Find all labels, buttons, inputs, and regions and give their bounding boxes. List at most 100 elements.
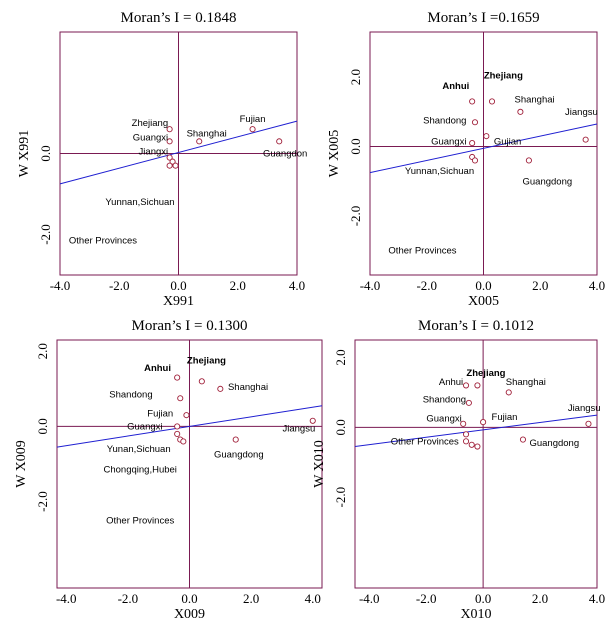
y-tick-label: 2.0	[35, 343, 50, 359]
province-label: Zhejiang	[466, 368, 505, 379]
data-point	[471, 119, 479, 126]
regression-line	[56, 405, 323, 448]
data-point	[180, 438, 187, 445]
province-label: Guangdong	[523, 176, 573, 187]
province-label: Fujian	[492, 412, 518, 423]
province-label: Guangdong	[529, 438, 579, 449]
data-point	[196, 138, 203, 145]
data-point	[309, 417, 316, 424]
data-point	[474, 443, 481, 450]
province-label: Anhui	[144, 363, 171, 374]
data-point	[232, 436, 239, 443]
data-point	[166, 126, 173, 133]
data-point	[166, 138, 173, 145]
data-point	[582, 136, 589, 143]
x-tick-label: 2.0	[243, 591, 259, 606]
chart-title: Moran’s I =0.1659	[427, 10, 539, 26]
data-point	[465, 399, 472, 406]
x-axis-label: X010	[460, 607, 491, 622]
x-tick-label: -2.0	[416, 591, 437, 606]
data-point	[217, 385, 224, 392]
data-point	[505, 389, 512, 396]
moran-panel-x005: Moran’s I =0.1659 Anhui Zhejiang Shanghai Ji…	[327, 10, 605, 309]
province-label: Yunan,Sichuan	[107, 444, 171, 455]
province-label: Shanghai	[228, 382, 268, 393]
province-label: Yunnan,Sichuan	[405, 166, 474, 177]
chart-title: Moran’s I = 0.1848	[121, 10, 237, 26]
x-tick-label: 4.0	[305, 591, 321, 606]
province-label: Guangxi	[133, 132, 168, 143]
y-tick-label: 0.0	[348, 138, 363, 154]
x-tick-label: 4.0	[589, 591, 605, 606]
x-tick-label: -4.0	[360, 278, 381, 293]
data-point	[474, 382, 481, 389]
data-point	[174, 374, 181, 381]
province-label: Zhejiang	[132, 118, 168, 129]
moran-panel-x009: Moran’s I = 0.1300 Anhui Zhejiang Shanghai S…	[14, 318, 323, 622]
data-point	[471, 157, 479, 164]
data-point	[276, 138, 283, 145]
province-label: Shandong	[423, 394, 466, 405]
data-point	[468, 441, 475, 448]
data-point	[174, 423, 181, 430]
province-label: Shanghai	[506, 377, 546, 388]
data-point	[517, 108, 524, 115]
province-label: Guangxi	[426, 414, 461, 425]
x-tick-label: 0.0	[475, 278, 491, 293]
x-axis-label: X005	[468, 294, 499, 309]
province-label: Guangdon	[263, 149, 307, 160]
data-point	[483, 133, 490, 140]
data-point	[177, 395, 184, 402]
province-label: Guangdong	[214, 450, 264, 461]
province-label: Zhejiang	[484, 70, 523, 81]
data-point	[462, 431, 470, 438]
x-tick-label: 0.0	[475, 591, 491, 606]
x-tick-label: -2.0	[118, 591, 139, 606]
x-tick-label: 4.0	[289, 278, 305, 293]
y-tick-label: 0.0	[38, 145, 53, 161]
data-point	[469, 140, 476, 147]
chart-title: Moran’s I = 0.1012	[418, 318, 534, 334]
x-tick-label: -2.0	[109, 278, 130, 293]
chart-title: Moran’s I = 0.1300	[132, 318, 248, 334]
y-tick-label: -2.0	[348, 206, 363, 227]
y-axis-label: W X005	[327, 130, 342, 178]
province-label: Jiangsu	[565, 107, 598, 118]
x-tick-label: -4.0	[50, 278, 71, 293]
plot-frame	[354, 339, 598, 589]
data-point	[525, 157, 532, 164]
regression-line	[369, 123, 598, 174]
province-label: Gujian	[494, 136, 521, 147]
province-label: Shanghai	[187, 128, 227, 139]
data-point	[469, 98, 476, 105]
y-tick-label: 0.0	[333, 419, 348, 435]
data-point	[166, 154, 173, 161]
province-label: Anhui	[439, 377, 463, 388]
province-label: Anhui	[442, 81, 469, 92]
data-point	[462, 382, 470, 389]
y-axis-label: W X009	[14, 440, 29, 488]
y-tick-label: 2.0	[348, 69, 363, 85]
x-axis-label: X009	[174, 607, 205, 622]
x-axis-label: X991	[163, 294, 194, 309]
y-tick-label: 0.0	[35, 418, 50, 434]
province-label: Shandong	[423, 116, 466, 127]
x-tick-label: -2.0	[416, 278, 437, 293]
data-point	[174, 430, 181, 437]
y-tick-label: -2.0	[35, 491, 50, 512]
province-label: Yunnan,Sichuan	[105, 197, 174, 208]
data-point	[169, 158, 176, 165]
x-tick-label: 0.0	[170, 278, 186, 293]
data-point	[480, 419, 487, 426]
province-label: Jiangxi	[139, 146, 169, 157]
province-label: Other Provinces	[69, 236, 137, 247]
y-axis-label: W X010	[312, 440, 327, 488]
data-point	[460, 420, 467, 427]
data-point	[519, 436, 527, 443]
y-axis-label: W X991	[17, 130, 32, 178]
data-point	[166, 162, 173, 169]
data-point	[249, 126, 256, 133]
x-tick-label: -4.0	[359, 591, 380, 606]
province-label: Guangxi	[127, 421, 162, 432]
